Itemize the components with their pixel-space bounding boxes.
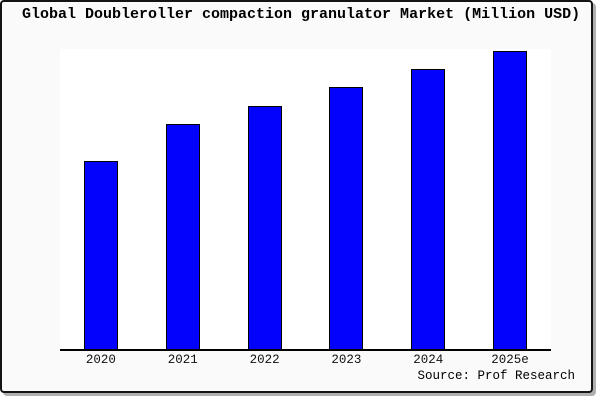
x-tick-label-2021: 2021 bbox=[167, 353, 198, 367]
x-tick-label-2020: 2020 bbox=[85, 353, 116, 367]
bar-slot bbox=[469, 49, 551, 349]
bar-slot bbox=[60, 49, 142, 349]
bar-2021 bbox=[165, 124, 200, 349]
bar-2025e bbox=[493, 51, 528, 349]
x-tick-label-2025e: 2025e bbox=[491, 353, 529, 367]
bar-slot bbox=[224, 49, 306, 349]
bar-slot bbox=[387, 49, 469, 349]
bar-slot bbox=[142, 49, 224, 349]
bar-slot bbox=[305, 49, 387, 349]
x-tick-label-2023: 2023 bbox=[331, 353, 362, 367]
plot-area bbox=[60, 49, 551, 351]
x-tick-label-2024: 2024 bbox=[413, 353, 444, 367]
bar-2022 bbox=[247, 106, 282, 349]
bar-2024 bbox=[411, 69, 446, 349]
chart-title: Global Doubleroller compaction granulato… bbox=[22, 6, 581, 23]
bar-2023 bbox=[329, 87, 364, 349]
source-note: Source: Prof Research bbox=[417, 369, 575, 383]
chart-frame: Global Doubleroller compaction granulato… bbox=[0, 0, 593, 393]
bar-2020 bbox=[83, 161, 118, 349]
x-tick-label-2022: 2022 bbox=[249, 353, 280, 367]
x-axis-labels: 2020 2021 2022 2023 2024 2025e bbox=[60, 353, 551, 367]
